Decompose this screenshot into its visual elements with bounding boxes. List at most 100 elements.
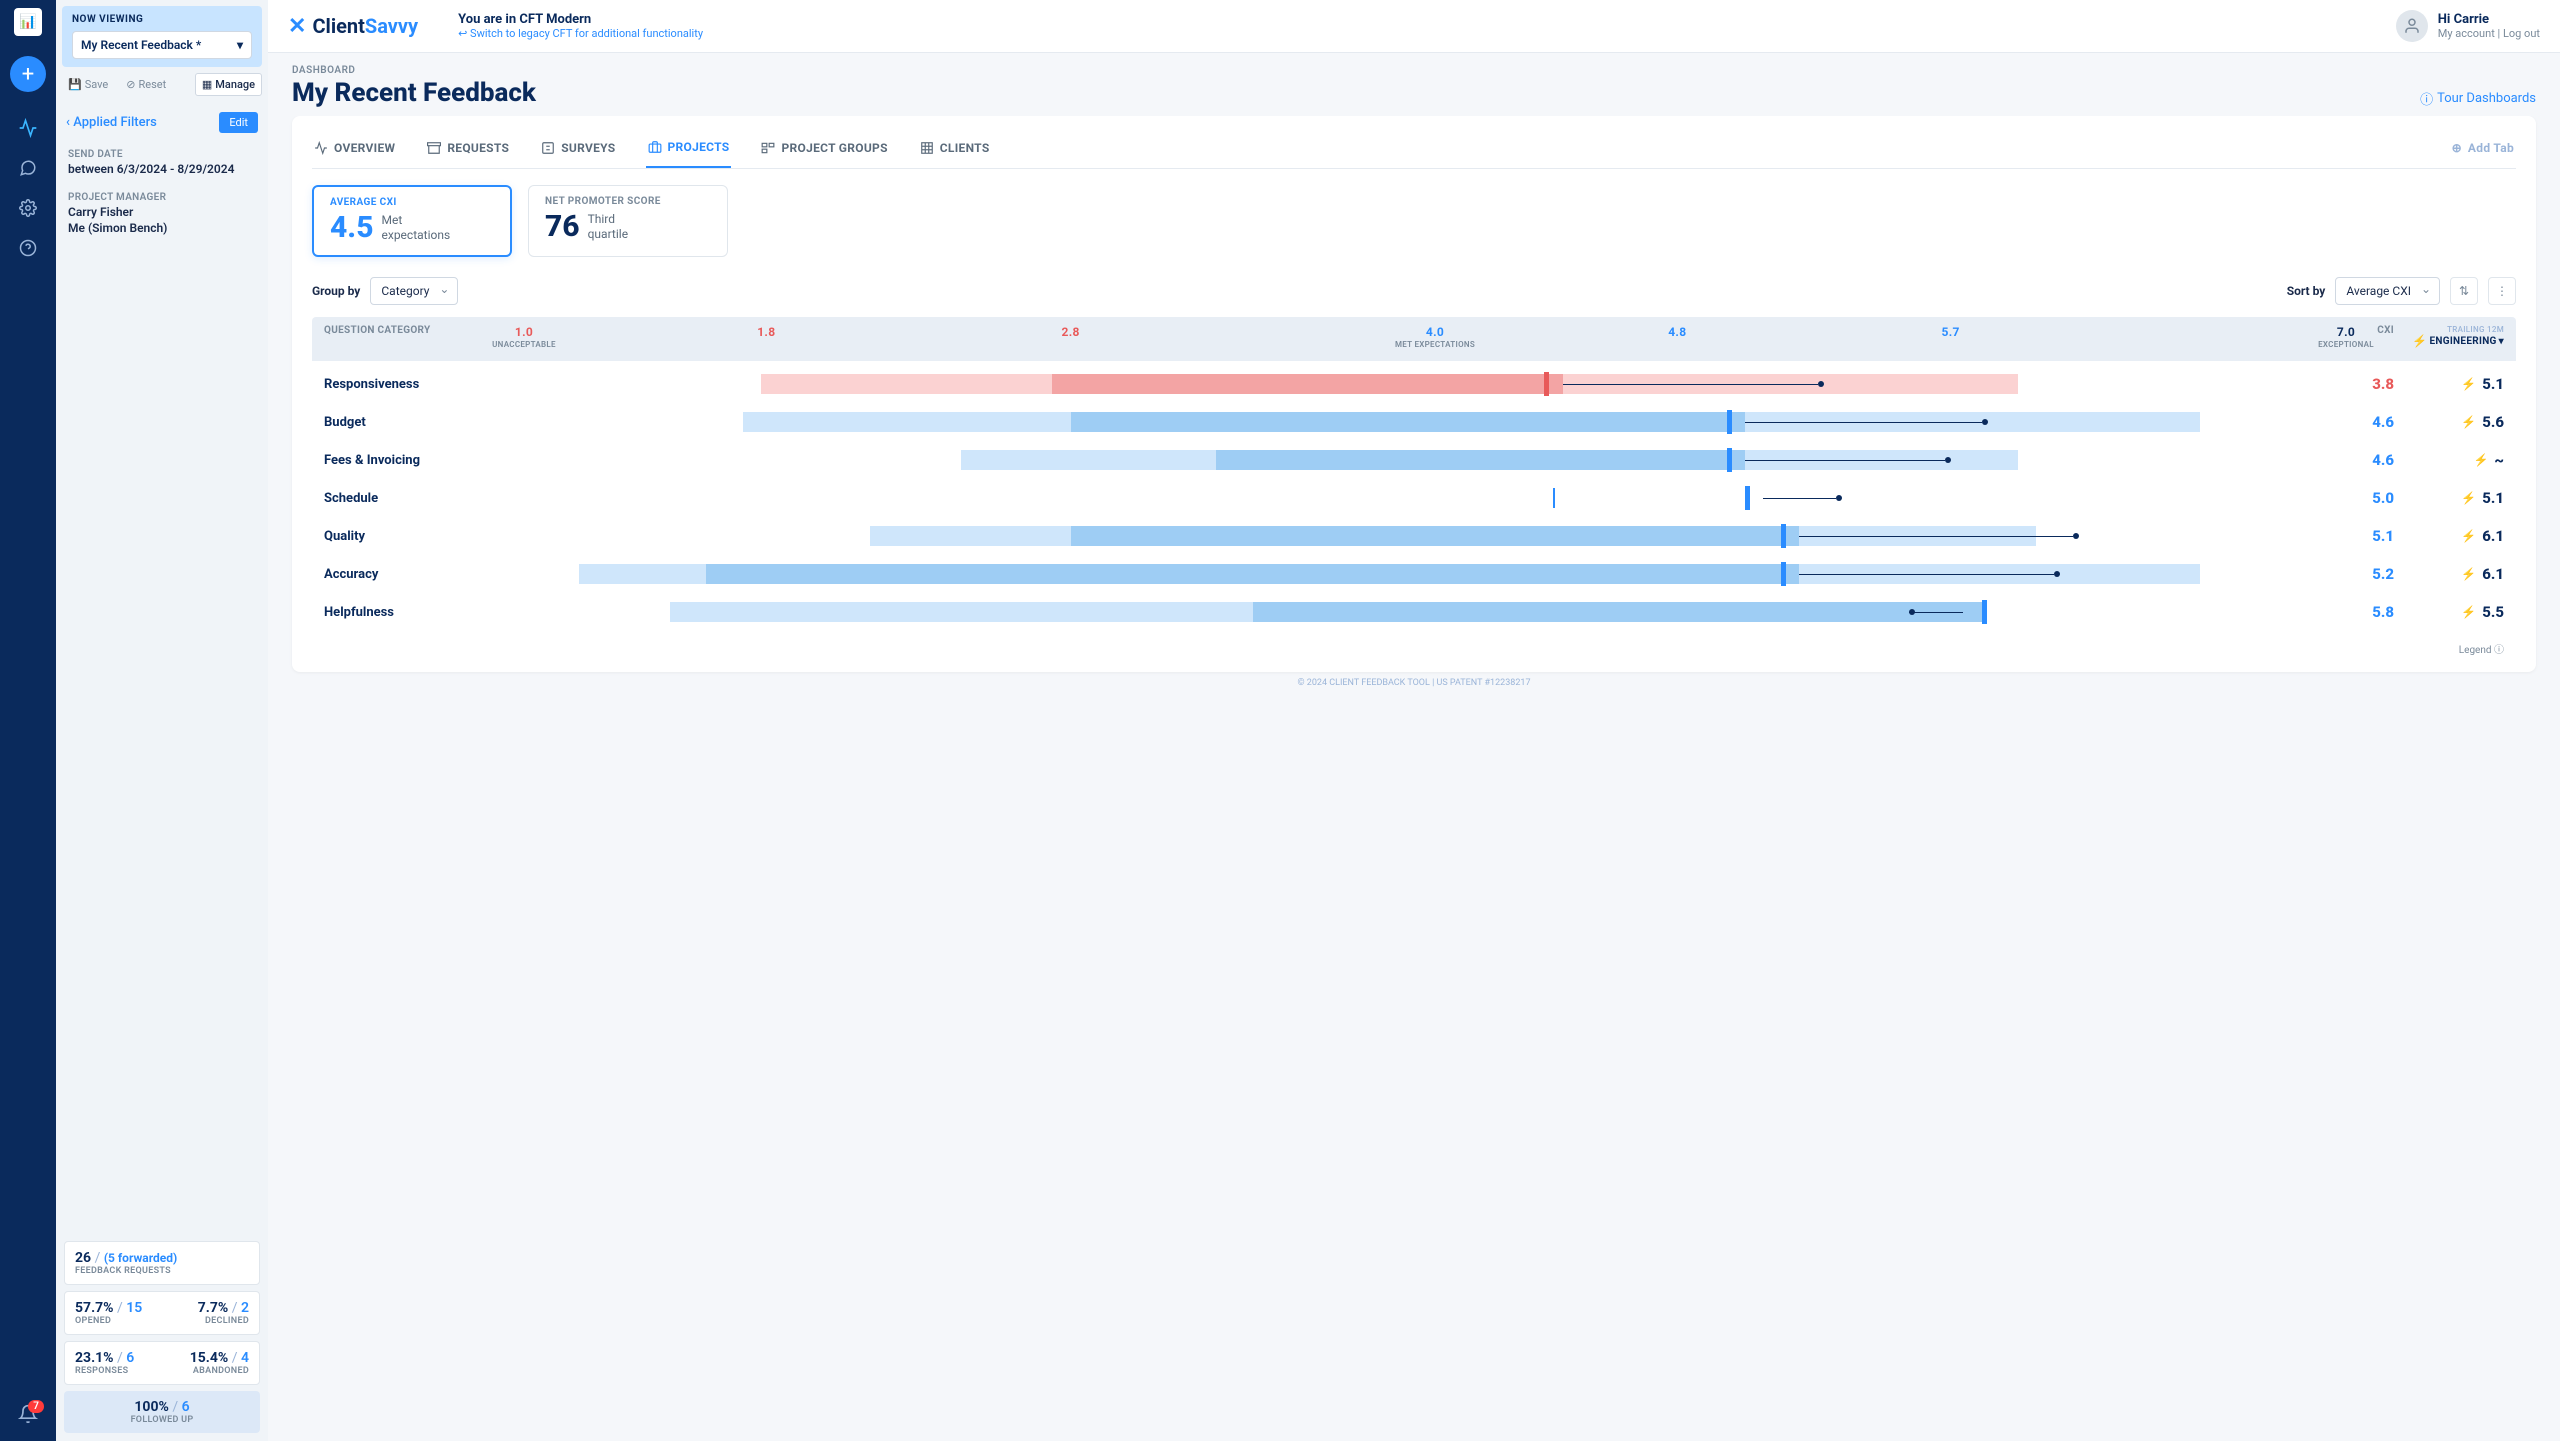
chart-row[interactable]: Quality 5.1⚡ 6.1 [324,517,2504,555]
chart-row[interactable]: Helpfulness 5.8⚡ 5.5 [324,593,2504,631]
chart-area: Responsiveness3.8⚡ 5.1Budget4.6⚡ 5.6Fees… [312,361,2516,635]
tab-overview[interactable]: OVERVIEW [312,133,397,167]
scale-tick: 1.8 [757,325,775,339]
sidebar-stats: 26 / (5 forwarded) FEEDBACK REQUESTS 57.… [56,1233,268,1441]
row-eng: ⚡ 5.1 [2394,375,2504,393]
tab-bar: OVERVIEW REQUESTS SURVEYS PROJECTS PROJE… [312,132,2516,169]
row-cxi: 5.2 [2346,565,2394,583]
tab-projects[interactable]: PROJECTS [646,132,732,168]
row-label: Accuracy [324,567,524,582]
kpi-cxi[interactable]: AVERAGE CXI 4.5 Metexpectations [312,185,512,257]
row-label: Schedule [324,491,524,506]
row-label: Responsiveness [324,377,524,392]
scale-tick: 4.8 [1668,325,1686,339]
chart-row[interactable]: Budget 4.6⚡ 5.6 [324,403,2504,441]
manage-button[interactable]: ▦ Manage [195,73,262,96]
row-label: Budget [324,415,524,430]
user-greeting: Hi Carrie [2438,12,2540,27]
group-by-label: Group by [312,284,360,298]
sort-by-label: Sort by [2287,284,2326,298]
add-button[interactable]: + [10,56,46,92]
filter-send-date: SEND DATE between 6/3/2024 - 8/29/2024 [56,141,268,184]
scale-tick: 2.8 [1062,325,1080,339]
main-card: OVERVIEW REQUESTS SURVEYS PROJECTS PROJE… [292,116,2536,672]
row-cxi: 5.8 [2346,603,2394,621]
stat-requests: 26 / (5 forwarded) FEEDBACK REQUESTS [64,1241,260,1285]
tab-clients[interactable]: CLIENTS [918,133,992,167]
chart-controls: Group by Category Sort by Average CXI ⇅ … [312,277,2516,305]
avatar-icon[interactable] [2396,10,2428,42]
bolt-icon: ⚡ [2461,567,2476,581]
row-cxi: 4.6 [2346,413,2394,431]
filter-project-manager: PROJECT MANAGER Carry Fisher Me (Simon B… [56,184,268,243]
kpi-nps[interactable]: NET PROMOTER SCORE 76 Thirdquartile [528,185,728,257]
row-eng: ⚡ ~ [2394,451,2504,469]
sidebar: NOW VIEWING My Recent Feedback * ▾ 💾 Sav… [56,0,268,1441]
rail-settings-icon[interactable] [10,190,46,226]
scale-tick: 5.7 [1942,325,1960,339]
bolt-icon: ⚡ [2461,415,2476,429]
chart-row[interactable]: Schedule 5.0⚡ 5.1 [324,479,2504,517]
bolt-icon: ⚡ [2461,605,2476,619]
legend-link[interactable]: Legend ⓘ [312,635,2516,656]
reset-button[interactable]: ⊘ Reset [120,74,172,95]
brand-x-icon: ✕ [288,14,306,39]
scale-ticks: 1.0UNACCEPTABLE1.82.84.0MET EXPECTATIONS… [524,325,2346,353]
context-switch: You are in CFT Modern ↩ Switch to legacy… [458,12,2396,40]
add-tab-button[interactable]: ⊕ Add Tab [2450,133,2516,167]
scale-tick: 1.0UNACCEPTABLE [492,325,556,349]
row-cxi: 5.0 [2346,489,2394,507]
notification-badge: 7 [28,1400,44,1413]
rail-chat-icon[interactable] [10,150,46,186]
rail-activity-icon[interactable] [10,110,46,146]
bolt-icon: ⚡ [2473,453,2488,467]
now-viewing-label: NOW VIEWING [72,14,252,25]
save-button[interactable]: 💾 Save [62,74,114,95]
rail-help-icon[interactable] [10,230,46,266]
row-eng: ⚡ 5.5 [2394,603,2504,621]
tab-project-groups[interactable]: PROJECT GROUPS [759,133,889,167]
sort-direction-button[interactable]: ⇅ [2450,277,2478,305]
row-cxi: 5.1 [2346,527,2394,545]
tour-dashboards-link[interactable]: ⓘ Tour Dashboards [2420,89,2536,108]
row-label: Helpfulness [324,605,524,620]
my-account-link[interactable]: My account [2438,27,2495,40]
row-cxi: 3.8 [2346,375,2394,393]
main: ✕ ClientSavvy You are in CFT Modern ↩ Sw… [268,0,2560,1441]
page-header: DASHBOARD My Recent Feedback ⓘ Tour Dash… [268,53,2560,116]
footer: © 2024 CLIENT FEEDBACK TOOL | US PATENT … [292,672,2536,694]
nav-rail: 📊 + 7 [0,0,56,1441]
chart-row[interactable]: Responsiveness 3.8⚡ 5.1 [324,365,2504,403]
kpi-cards: AVERAGE CXI 4.5 Metexpectations NET PROM… [312,185,2516,257]
notifications-icon[interactable]: 7 [18,1404,38,1429]
row-eng: ⚡ 5.6 [2394,413,2504,431]
row-eng: ⚡ 5.1 [2394,489,2504,507]
now-viewing-panel: NOW VIEWING My Recent Feedback * ▾ [62,6,262,67]
tab-surveys[interactable]: SURVEYS [539,133,617,167]
row-eng: ⚡ 6.1 [2394,565,2504,583]
chart-row[interactable]: Accuracy 5.2⚡ 6.1 [324,555,2504,593]
scale-tick: 4.0MET EXPECTATIONS [1395,325,1475,349]
topbar: ✕ ClientSavvy You are in CFT Modern ↩ Sw… [268,0,2560,53]
info-icon: ⓘ [2420,89,2433,108]
group-by-select[interactable]: Category [370,277,458,305]
logout-link[interactable]: Log out [2503,27,2540,40]
row-label: Quality [324,529,524,544]
brand-logo: ✕ ClientSavvy [288,14,418,39]
user-menu: Hi Carrie My account | Log out [2396,10,2540,42]
switch-legacy-link[interactable]: ↩ Switch to legacy CFT for additional fu… [458,27,2396,40]
breadcrumb: DASHBOARD [292,65,536,76]
bolt-icon: ⚡ [2412,334,2427,348]
more-options-button[interactable]: ⋮ [2488,277,2516,305]
bolt-icon: ⚡ [2461,377,2476,391]
page-title: My Recent Feedback [292,78,536,108]
tab-requests[interactable]: REQUESTS [425,133,511,167]
stat-followup: 100% / 6 FOLLOWED UP [64,1391,260,1433]
row-label: Fees & Invoicing [324,453,524,468]
row-eng: ⚡ 6.1 [2394,527,2504,545]
dashboard-select[interactable]: My Recent Feedback * ▾ [72,31,252,59]
chart-row[interactable]: Fees & Invoicing4.6⚡ ~ [324,441,2504,479]
app-logo-icon: 📊 [14,8,42,36]
edit-filters-button[interactable]: Edit [219,112,258,133]
sort-by-select[interactable]: Average CXI [2335,277,2440,305]
